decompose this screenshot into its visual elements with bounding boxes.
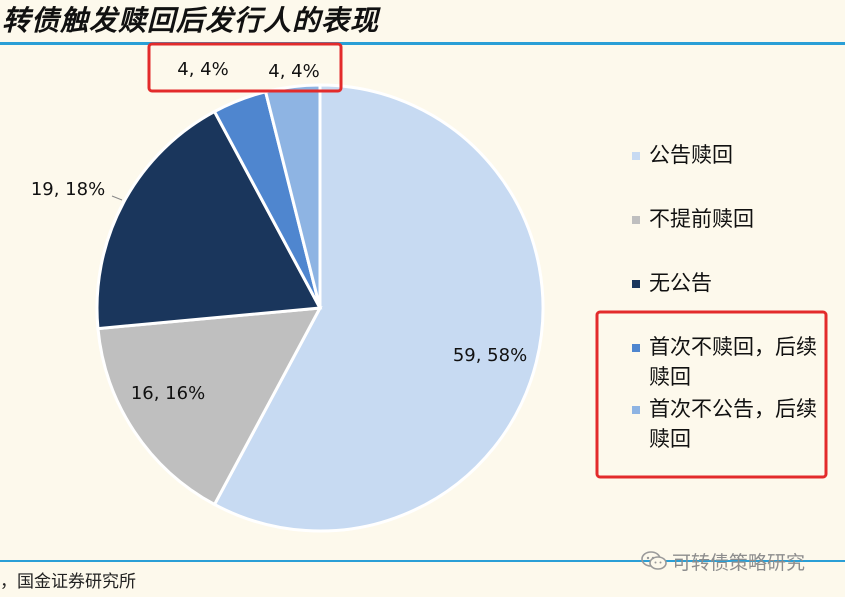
legend-item-announce-redeem: 公告赎回 <box>632 140 824 170</box>
legend-label: 不提前赎回 <box>649 207 754 231</box>
top-divider <box>0 42 845 45</box>
legend-label: 首次不公告，后续赎回 <box>649 397 817 451</box>
data-label: 16, 16% <box>131 383 205 404</box>
legend-swatch <box>632 216 640 224</box>
highlight-box-top-labels <box>147 42 343 93</box>
data-label: 4, 4% <box>177 59 228 80</box>
wechat-icon <box>641 551 667 570</box>
legend-item-no-early-redeem: 不提前赎回 <box>632 204 824 234</box>
leader-line <box>111 195 123 201</box>
legend-swatch <box>632 344 640 352</box>
legend-label: 首次不赎回，后续赎回 <box>649 335 817 389</box>
legend-swatch <box>632 406 640 414</box>
slice-no-early-redeem <box>96 306 323 507</box>
watermark-text: 可转债策略研究 <box>672 551 806 574</box>
legend-item-first-no-announce-later-redeem: 首次不公告，后续赎回 <box>632 394 824 454</box>
slice-announce-redeem <box>212 83 545 533</box>
data-label: 59, 58% <box>453 345 527 366</box>
chart-title: 转债触发赎回后发行人的表现 <box>2 4 380 37</box>
bottom-divider <box>0 560 845 562</box>
data-label: 19, 18% <box>31 179 105 200</box>
legend-swatch <box>632 280 640 288</box>
legend-item-no-announcement: 无公告 <box>632 268 824 298</box>
legend-swatch <box>632 152 640 160</box>
legend-item-first-no-redeem-later-redeem: 首次不赎回，后续赎回 <box>632 332 824 392</box>
source-note: ，国金证券研究所 <box>0 572 136 592</box>
slice-no-announcement <box>95 109 323 331</box>
data-label: 4, 4% <box>268 61 319 82</box>
watermark: 可转债策略研究 <box>640 548 805 574</box>
highlight-box-legend <box>595 310 828 479</box>
slice-labels: 59, 58% 16, 16% 19, 18% 4, 4% 4, 4% <box>31 59 527 404</box>
legend-label: 无公告 <box>649 271 712 295</box>
legend-label: 公告赎回 <box>649 143 733 167</box>
pie-slices <box>95 83 545 533</box>
